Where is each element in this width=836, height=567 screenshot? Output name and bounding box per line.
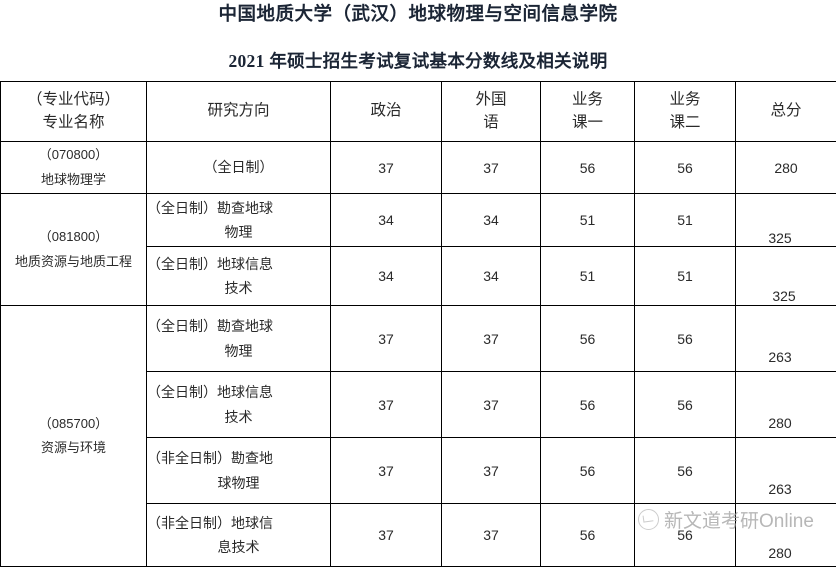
- direction-line2: 物理: [147, 220, 330, 245]
- score-table: （专业代码） 专业名称 研究方向 政治 外国 语 业务 课一 业务 课二 总分: [0, 81, 836, 567]
- header-professional-two: 业务 课二: [635, 82, 736, 142]
- pro2-score: 51: [635, 194, 736, 247]
- total-value: 263: [768, 481, 791, 497]
- direction-line1: （非全日制）勘查地: [147, 446, 330, 471]
- header-pro1-line1: 业务: [541, 89, 634, 111]
- major-code: （070800）: [1, 143, 146, 167]
- table-header-row: （专业代码） 专业名称 研究方向 政治 外国 语 业务 课一 业务 课二 总分: [1, 82, 836, 142]
- foreign-score: 37: [442, 504, 541, 567]
- pro1-score: 56: [541, 504, 635, 567]
- total-value: 325: [768, 230, 791, 246]
- direction-line1: （非全日制）地球信: [147, 511, 330, 536]
- foreign-score: 37: [442, 142, 541, 194]
- direction-line1: （全日制）地球信息: [147, 380, 330, 405]
- direction-line2: 技术: [147, 276, 330, 301]
- pro1-score: 56: [541, 438, 635, 504]
- direction-line1: （全日制）地球信息: [147, 252, 330, 277]
- header-foreign-language: 外国 语: [442, 82, 541, 142]
- header-major: （专业代码） 专业名称: [1, 82, 147, 142]
- total-score: 325: [736, 247, 836, 306]
- major-name: 地质资源与地质工程: [1, 250, 146, 274]
- politics-score: 34: [331, 194, 442, 247]
- total-score: 325: [736, 194, 836, 247]
- major-cell: （070800） 地球物理学: [1, 142, 147, 194]
- pro1-score: 56: [541, 142, 635, 194]
- politics-score: 37: [331, 142, 442, 194]
- direction-cell: （非全日制）勘查地 球物理: [147, 438, 331, 504]
- politics-score: 37: [331, 504, 442, 567]
- foreign-score: 34: [442, 247, 541, 306]
- politics-score: 37: [331, 438, 442, 504]
- total-score: 280: [736, 142, 836, 194]
- table-row: （070800） 地球物理学 （全日制） 37 37 56 56 280: [1, 142, 836, 194]
- direction-line2: 物理: [147, 339, 330, 364]
- politics-score: 34: [331, 247, 442, 306]
- major-name: 资源与环境: [1, 436, 146, 460]
- header-foreign-line1: 外国: [442, 89, 540, 111]
- direction-cell: （全日制）勘查地球 物理: [147, 194, 331, 247]
- total-score: 263: [736, 438, 836, 504]
- direction-line2: 息技术: [147, 535, 330, 560]
- header-pro1-line2: 课一: [541, 112, 634, 134]
- direction-cell: （全日制）地球信息 技术: [147, 372, 331, 438]
- pro2-score: 56: [635, 142, 736, 194]
- major-cell: （081800） 地质资源与地质工程: [1, 194, 147, 306]
- politics-score: 37: [331, 306, 442, 372]
- direction-line2: 球物理: [147, 471, 330, 496]
- direction-cell: （非全日制）地球信 息技术: [147, 504, 331, 567]
- total-value: 325: [772, 288, 795, 304]
- total-value: 280: [774, 160, 797, 176]
- direction-line1: （全日制）: [147, 155, 330, 180]
- pro2-score: 56: [635, 306, 736, 372]
- table-row: （081800） 地质资源与地质工程 （全日制）勘查地球 物理 34 34 51…: [1, 194, 836, 247]
- politics-score: 37: [331, 372, 442, 438]
- direction-cell: （全日制）勘查地球 物理: [147, 306, 331, 372]
- header-direction: 研究方向: [147, 82, 331, 142]
- direction-line1: （全日制）勘查地球: [147, 314, 330, 339]
- foreign-score: 37: [442, 306, 541, 372]
- total-value: 280: [768, 415, 791, 431]
- title-block: 中国地质大学（武汉）地球物理与空间信息学院 2021 年硕士招生考试复试基本分数…: [0, 0, 836, 81]
- pro2-score: 56: [635, 438, 736, 504]
- header-professional-one: 业务 课一: [541, 82, 635, 142]
- direction-cell: （全日制）地球信息 技术: [147, 247, 331, 306]
- pro2-score: 51: [635, 247, 736, 306]
- major-code: （081800）: [1, 225, 146, 249]
- header-major-line1: （专业代码）: [1, 89, 146, 111]
- header-pro2-line1: 业务: [635, 89, 735, 111]
- major-code: （085700）: [1, 412, 146, 436]
- foreign-score: 37: [442, 438, 541, 504]
- pro1-score: 51: [541, 194, 635, 247]
- total-value: 263: [768, 349, 791, 365]
- major-cell: （085700） 资源与环境: [1, 306, 147, 567]
- page-subtitle: 2021 年硕士招生考试复试基本分数线及相关说明: [0, 25, 836, 82]
- header-politics: 政治: [331, 82, 442, 142]
- total-score: 263: [736, 306, 836, 372]
- pro2-score: 56: [635, 504, 736, 567]
- total-score: 280: [736, 372, 836, 438]
- foreign-score: 34: [442, 194, 541, 247]
- page-title: 中国地质大学（武汉）地球物理与空间信息学院: [0, 0, 836, 25]
- direction-line2: 技术: [147, 405, 330, 430]
- total-score: 280: [736, 504, 836, 567]
- pro1-score: 56: [541, 372, 635, 438]
- direction-cell: （全日制）: [147, 142, 331, 194]
- header-pro2-line2: 课二: [635, 112, 735, 134]
- header-major-line2: 专业名称: [1, 112, 146, 134]
- table-row: （085700） 资源与环境 （全日制）勘查地球 物理 37 37 56 56 …: [1, 306, 836, 372]
- foreign-score: 37: [442, 372, 541, 438]
- pro2-score: 56: [635, 372, 736, 438]
- header-foreign-line2: 语: [442, 112, 540, 134]
- major-name: 地球物理学: [1, 168, 146, 192]
- direction-line1: （全日制）勘查地球: [147, 196, 330, 221]
- pro1-score: 51: [541, 247, 635, 306]
- pro1-score: 56: [541, 306, 635, 372]
- header-total: 总分: [736, 82, 836, 142]
